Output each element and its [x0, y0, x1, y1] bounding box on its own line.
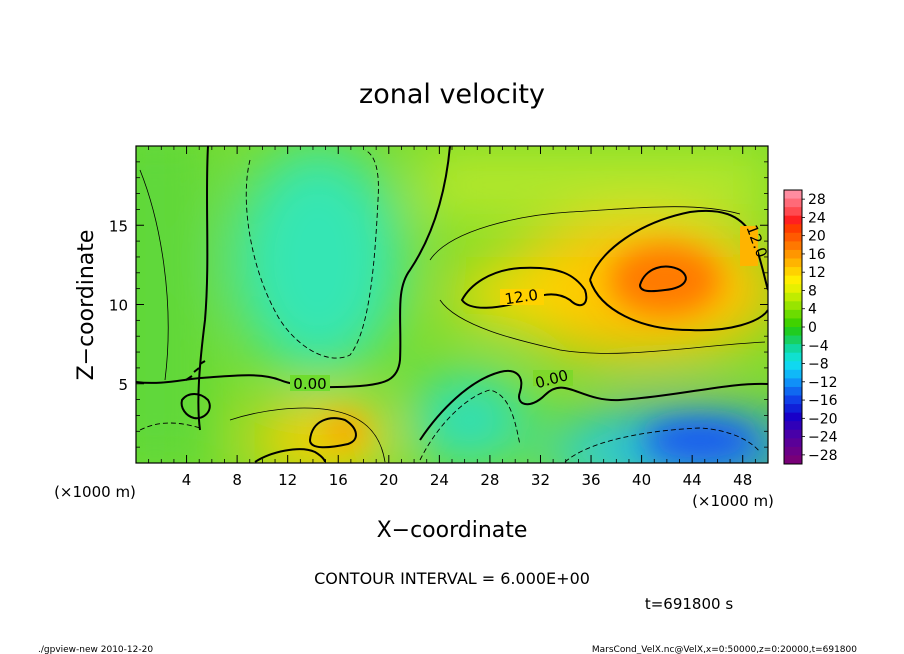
- y-axis-label: Z−coordinate: [74, 230, 99, 381]
- y-axis: 5 10 15: [109, 161, 768, 448]
- x-tick-label: 44: [683, 471, 702, 489]
- x-tick-label: 12: [278, 471, 297, 489]
- colorbar-band: [784, 215, 802, 225]
- contour-negative: [564, 427, 761, 463]
- contour-negative: [139, 422, 201, 431]
- colorbar-band: [784, 438, 802, 448]
- colorbar-label: 16: [808, 247, 826, 263]
- contour-label: 12.0: [504, 286, 540, 308]
- contour-thin: [429, 206, 741, 261]
- colorbar-label: −8: [808, 357, 829, 373]
- colorbar-band: [784, 361, 802, 371]
- positive-max-region: [610, 245, 720, 315]
- colorbar-band: [784, 190, 802, 200]
- colorbar-label: −20: [808, 411, 838, 427]
- x-tick-label: 16: [329, 471, 348, 489]
- y-tick-label: 15: [109, 217, 128, 235]
- contour-max: [638, 265, 687, 293]
- colorbar-band: [784, 232, 802, 242]
- time-label: t=691800 s: [645, 595, 733, 613]
- contour-label: 0.00: [293, 375, 326, 393]
- footer-right: MarsCond_VelX.nc@VelX,x=0:50000,z=0:2000…: [592, 645, 857, 654]
- x-tick-label: 4: [182, 471, 192, 489]
- contour-twelve: [308, 417, 357, 449]
- contour-small: [180, 393, 211, 420]
- colorbar-band: [784, 344, 802, 354]
- colorbar-band: [784, 198, 802, 208]
- chart-title: zonal velocity: [359, 79, 545, 110]
- contour-negative: [245, 149, 379, 359]
- colorbar-band: [784, 327, 802, 337]
- colorbar-label: −16: [808, 393, 838, 409]
- colorbar-band: [784, 404, 802, 414]
- colorbar-label: 0: [808, 320, 817, 336]
- colorbar-band: [784, 412, 802, 422]
- y-tick-label: 5: [118, 376, 128, 394]
- plot-area: 12.0 12.0 0.00 0.00: [136, 146, 768, 463]
- colorbar: 28 24 20 16 12 8 4 0 −4 −8 −12 −16 −20 −24 −28: [783, 189, 838, 465]
- contour-twelve: [589, 209, 768, 332]
- colorbar-label: −28: [808, 448, 838, 464]
- colorbar-label: −4: [808, 338, 829, 354]
- footer-left: ./gpview-new 2010-12-20: [38, 645, 153, 654]
- negative-region: [233, 146, 403, 375]
- contour-negative: [419, 389, 521, 461]
- x-tick-label: 8: [232, 471, 242, 489]
- colorbar-band: [784, 309, 802, 319]
- colorbar-band: [784, 241, 802, 251]
- colorbar-band: [784, 455, 802, 465]
- x-unit-left: (×1000 m): [54, 483, 136, 501]
- contour-zero: [136, 146, 451, 389]
- contour-thin: [439, 299, 766, 354]
- contour-small: [185, 360, 206, 381]
- colorbar-band: [784, 395, 802, 405]
- colorbar-band: [784, 292, 802, 302]
- x-unit-right: (×1000 m): [692, 492, 774, 510]
- colorbar-band: [784, 301, 802, 311]
- colorbar-label: 8: [808, 283, 817, 299]
- x-axis: 4 8 12 16 20 24 28 32 36 40 44 48: [148, 146, 756, 489]
- x-axis-label: X−coordinate: [377, 518, 528, 543]
- x-tick-label: 32: [531, 471, 550, 489]
- colorbar-band: [784, 318, 802, 328]
- colorbar-band: [784, 421, 802, 431]
- colorbar-band: [784, 224, 802, 234]
- colorbar-band: [784, 284, 802, 294]
- contour-twelve: [254, 448, 326, 463]
- colorbar-label: 12: [808, 265, 826, 281]
- colorbar-label: 24: [808, 210, 826, 226]
- colorbar-band: [784, 207, 802, 217]
- contour-zero: [419, 370, 768, 441]
- colorbar-band: [784, 249, 802, 259]
- colorbar-label: 28: [808, 192, 826, 208]
- colorbar-band: [784, 369, 802, 379]
- colorbar-band: [784, 335, 802, 345]
- colorbar-label: 4: [808, 302, 817, 318]
- colorbar-band: [784, 429, 802, 439]
- contour-thin: [139, 169, 169, 381]
- x-tick-label: 28: [480, 471, 499, 489]
- x-tick-label: 48: [733, 471, 752, 489]
- colorbar-label: −12: [808, 375, 838, 391]
- colorbar-band: [784, 378, 802, 388]
- colorbar-band: [784, 386, 802, 396]
- colorbar-band: [784, 275, 802, 285]
- x-tick-label: 40: [632, 471, 651, 489]
- colorbar-band: [784, 352, 802, 362]
- y-tick-label: 10: [109, 297, 128, 315]
- contour-interval: CONTOUR INTERVAL = 6.000E+00: [314, 569, 590, 588]
- colorbar-band: [784, 258, 802, 268]
- colorbar-band: [784, 446, 802, 456]
- x-tick-label: 36: [581, 471, 600, 489]
- colorbar-label: −24: [808, 430, 838, 446]
- colorbar-label: 20: [808, 229, 826, 245]
- contour-thin: [229, 407, 386, 463]
- x-tick-label: 24: [430, 471, 449, 489]
- colorbar-band: [784, 267, 802, 277]
- x-tick-label: 20: [379, 471, 398, 489]
